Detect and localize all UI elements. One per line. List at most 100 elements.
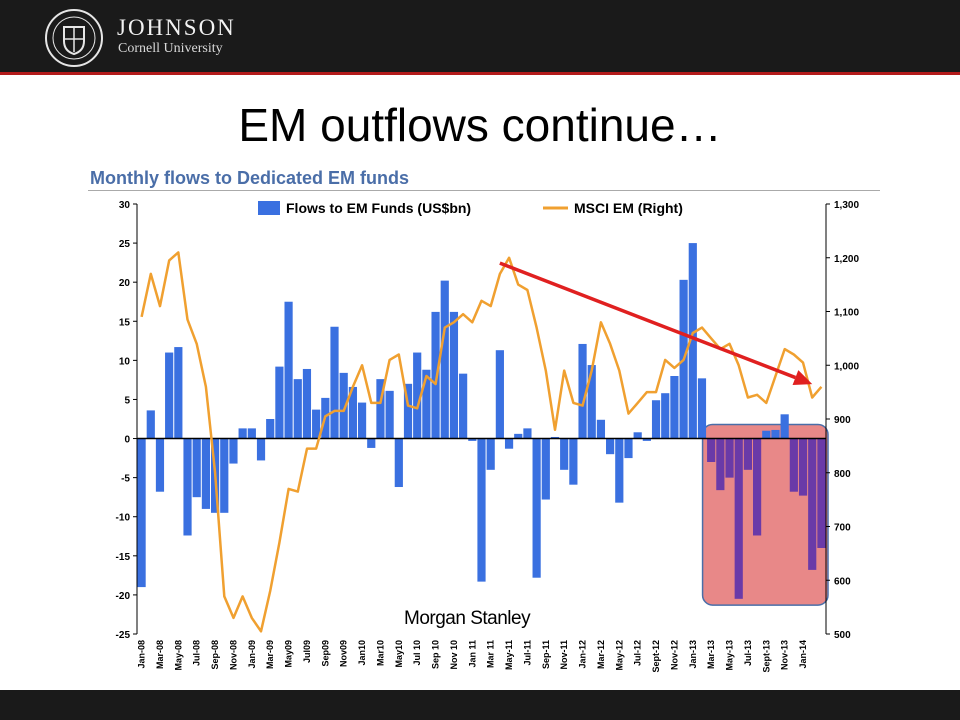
flow-bar <box>569 438 578 485</box>
flow-bar <box>440 280 449 439</box>
x-tick-label: May-12 <box>614 640 624 671</box>
legend-bar-swatch <box>258 201 280 215</box>
flow-bar <box>633 432 642 439</box>
x-tick-label: Nov09 <box>339 640 349 667</box>
flow-bar <box>477 438 486 582</box>
legend-label: MSCI EM (Right) <box>574 200 683 216</box>
flow-bar <box>734 438 743 599</box>
chart-title-rule <box>88 190 880 191</box>
flow-bar <box>385 390 394 439</box>
flow-bar <box>523 428 532 439</box>
right-tick-label: 1,000 <box>834 361 859 372</box>
flow-bar <box>550 436 560 439</box>
flow-bar <box>394 438 403 488</box>
flow-bar <box>413 352 422 439</box>
flow-bar <box>661 393 670 439</box>
x-tick-label: Sept-13 <box>761 640 771 673</box>
cornell-seal-icon <box>45 9 103 67</box>
flow-bar <box>220 438 229 513</box>
x-tick-label: Sep-11 <box>541 640 551 669</box>
flow-bar <box>771 429 780 439</box>
x-tick-label: Jan-14 <box>798 640 808 669</box>
flow-bar <box>201 438 210 509</box>
flow-bar <box>376 379 385 439</box>
x-tick-label: Jan10 <box>357 640 367 666</box>
right-tick-label: 700 <box>834 523 851 534</box>
x-tick-label: Jan-13 <box>688 640 698 669</box>
right-tick-label: 900 <box>834 415 851 426</box>
legend-label: Flows to EM Funds (US$bn) <box>286 200 471 216</box>
flow-bar <box>422 369 431 439</box>
x-tick-label: Jul-12 <box>633 640 643 666</box>
flow-bar <box>688 243 697 439</box>
trend-arrow-line <box>499 261 797 380</box>
flow-bar <box>808 438 817 570</box>
flow-bar <box>697 378 707 439</box>
flow-bar <box>716 438 725 491</box>
left-tick-label: -20 <box>116 591 131 602</box>
msci-em-line <box>140 251 823 633</box>
x-tick-label: Mar-12 <box>596 640 606 669</box>
flow-bar <box>725 438 734 478</box>
flow-bar <box>403 383 413 439</box>
flow-bar <box>670 376 679 439</box>
flow-bar <box>587 365 596 439</box>
flow-bar <box>495 350 504 439</box>
x-tick-label: Mar 11 <box>486 640 496 668</box>
flow-bar <box>431 311 440 439</box>
flow-bar <box>146 410 155 439</box>
flow-bar <box>367 438 376 448</box>
flow-bar <box>762 430 771 439</box>
flow-bar <box>192 438 201 498</box>
flow-bar <box>707 438 716 462</box>
left-tick-label: -15 <box>116 552 131 563</box>
x-tick-label: Jan-09 <box>247 640 257 669</box>
flow-bar <box>266 419 275 439</box>
right-tick-label: 1,100 <box>834 308 859 319</box>
flow-bar <box>449 311 459 439</box>
flow-bar <box>339 372 348 439</box>
flow-bar <box>541 438 550 500</box>
x-tick-label: Jul-08 <box>192 640 202 666</box>
x-tick-label: Jul09 <box>302 640 312 663</box>
left-tick-label: -10 <box>116 513 131 524</box>
x-tick-label: May-08 <box>173 640 183 671</box>
right-tick-label: 1,300 <box>834 200 859 211</box>
flow-bar <box>137 438 146 588</box>
x-tick-label: Sept-12 <box>651 640 661 673</box>
left-tick-label: 15 <box>119 317 131 328</box>
flow-bar <box>348 386 357 439</box>
flow-bar <box>596 419 606 439</box>
flow-bar <box>275 366 284 439</box>
flow-bar <box>780 414 789 439</box>
flow-bar <box>798 438 808 496</box>
left-tick-label: 5 <box>124 395 130 406</box>
x-tick-label: Jul-11 <box>522 640 532 666</box>
left-tick-label: 10 <box>119 356 131 367</box>
x-tick-label: May-13 <box>725 640 735 671</box>
brand-subtitle: Cornell University <box>118 41 223 56</box>
x-tick-label: Sep-08 <box>210 640 220 670</box>
x-tick-label: Nov-08 <box>228 640 238 670</box>
slide-title: EM outflows continue… <box>238 99 722 151</box>
x-tick-label: May-11 <box>504 640 514 670</box>
flow-bar <box>514 433 523 439</box>
x-tick-label: May09 <box>284 640 294 668</box>
left-tick-label: -5 <box>121 474 130 485</box>
flow-bar <box>284 301 293 439</box>
flow-bar <box>642 438 651 441</box>
header-bar: JOHNSON Cornell University <box>0 0 960 72</box>
chart-title: Monthly flows to Dedicated EM funds <box>90 168 409 188</box>
x-tick-label: Nov-13 <box>780 640 790 670</box>
flow-bar <box>486 438 495 470</box>
flow-bar <box>238 428 247 439</box>
flow-bar <box>615 438 624 503</box>
flow-bar <box>504 438 514 449</box>
flow-bar <box>293 379 302 439</box>
right-tick-label: 800 <box>834 469 851 480</box>
x-tick-label: Jan-12 <box>578 640 588 669</box>
flow-bar <box>155 438 165 492</box>
left-tick-label: 30 <box>119 200 131 211</box>
header-divider <box>0 72 960 75</box>
flow-bar <box>624 438 633 459</box>
